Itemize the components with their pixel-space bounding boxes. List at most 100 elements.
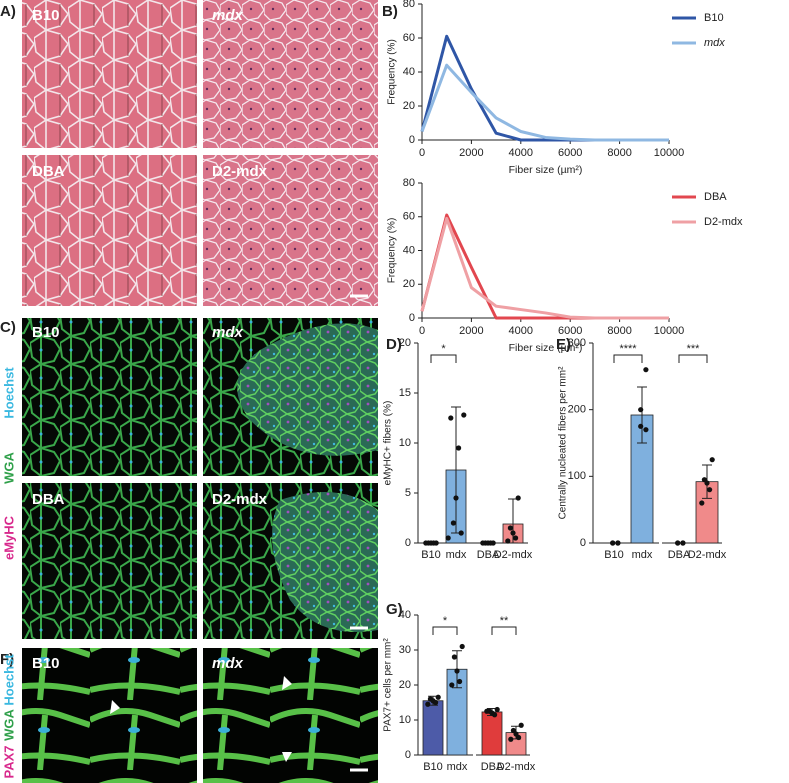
y-tick-label: 20 xyxy=(403,100,415,112)
x-tick-label: DBA xyxy=(668,549,691,561)
x-tick-label: 4000 xyxy=(509,325,533,337)
y-tick-label: 0 xyxy=(409,312,415,324)
x-tick-label: B10 xyxy=(604,549,624,561)
micrograph xyxy=(22,0,197,148)
data-point xyxy=(448,415,454,421)
x-axis-label: Fiber size (µm²) xyxy=(509,342,583,354)
data-point xyxy=(431,540,437,546)
line-series xyxy=(420,216,669,320)
y-tick-label: 20 xyxy=(403,278,415,290)
data-point xyxy=(435,694,441,700)
panel-label: F) xyxy=(0,651,14,668)
x-tick-label: B10 xyxy=(421,549,441,561)
data-point xyxy=(643,427,649,433)
data-point xyxy=(638,407,644,413)
y-tick-label: 0 xyxy=(405,537,411,549)
data-point xyxy=(515,495,521,501)
data-point xyxy=(450,520,456,526)
micrograph-label: B10 xyxy=(32,7,60,24)
x-tick-label: 6000 xyxy=(558,147,582,159)
data-point xyxy=(453,495,459,501)
micrograph-label: mdx xyxy=(212,655,244,672)
stain-label: eMyHC xyxy=(1,515,16,560)
data-point xyxy=(638,423,644,429)
stain-label: Hoechst xyxy=(1,367,16,419)
arrowhead xyxy=(282,752,292,762)
x-tick-label: 2000 xyxy=(459,325,483,337)
significance-label: *** xyxy=(687,343,701,355)
micrograph xyxy=(203,155,378,306)
data-point xyxy=(492,712,498,718)
data-point xyxy=(433,699,439,706)
micrograph-label: D2-mdx xyxy=(212,163,268,180)
data-point xyxy=(709,457,715,463)
data-point xyxy=(507,525,513,531)
y-tick-label: 200 xyxy=(568,404,586,416)
stain-label: WGA xyxy=(1,452,16,484)
micrograph-label: DBA xyxy=(32,491,65,508)
x-tick-label: mdx xyxy=(446,549,467,561)
significance-label: * xyxy=(441,343,446,355)
data-point xyxy=(699,500,705,506)
data-point xyxy=(456,445,462,451)
y-tick-label: 10 xyxy=(399,437,411,449)
panel-label: A) xyxy=(0,3,16,20)
data-point xyxy=(610,540,616,546)
data-point xyxy=(423,540,429,546)
x-tick-label: D2-mdx xyxy=(497,761,536,773)
y-tick-label: 40 xyxy=(403,66,415,78)
arrowhead xyxy=(110,700,120,714)
micrograph xyxy=(203,0,378,148)
panel-label: C) xyxy=(0,319,16,336)
micrograph xyxy=(22,318,197,476)
data-point xyxy=(680,540,686,546)
y-tick-label: 20 xyxy=(399,679,411,691)
line-series xyxy=(420,213,669,320)
panel-label: D) xyxy=(386,336,402,353)
line-series xyxy=(420,63,669,142)
y-tick-label: 0 xyxy=(580,537,586,549)
data-point xyxy=(451,654,457,660)
y-tick-label: 80 xyxy=(403,0,415,10)
y-tick-label: 0 xyxy=(405,749,411,761)
y-axis-label: PAX7+ cells per mm² xyxy=(383,638,394,732)
data-point xyxy=(425,701,431,707)
x-tick-label: D2-mdx xyxy=(494,549,533,561)
data-point xyxy=(459,643,465,650)
y-tick-label: 10 xyxy=(399,714,411,726)
data-point xyxy=(615,540,621,546)
data-point xyxy=(454,668,460,674)
arrowhead xyxy=(282,676,292,690)
micrograph-label: B10 xyxy=(32,324,60,341)
x-tick-label: DBA xyxy=(477,549,500,561)
error-bar xyxy=(637,386,647,444)
panel-label: G) xyxy=(386,601,403,618)
data-point xyxy=(704,480,710,486)
x-tick-label: mdx xyxy=(632,549,653,561)
micrograph xyxy=(22,483,197,639)
legend-label: B10 xyxy=(704,12,724,24)
bar xyxy=(422,700,444,756)
line-series xyxy=(420,34,669,142)
legend-label: DBA xyxy=(704,191,727,203)
significance-label: * xyxy=(443,615,448,627)
x-tick-label: 6000 xyxy=(558,325,582,337)
legend-label: D2-mdx xyxy=(704,216,743,228)
x-tick-label: 0 xyxy=(419,325,425,337)
x-tick-label: B10 xyxy=(423,761,443,773)
micrograph-label: mdx xyxy=(212,7,244,24)
significance-label: **** xyxy=(619,343,637,355)
data-point xyxy=(516,734,522,741)
data-point xyxy=(508,736,514,742)
data-point xyxy=(494,706,500,713)
micrograph-label: D2-mdx xyxy=(212,491,268,508)
x-tick-label: 10000 xyxy=(654,325,685,337)
micrograph-label: B10 xyxy=(32,655,60,672)
y-tick-label: 0 xyxy=(409,134,415,146)
x-tick-label: DBA xyxy=(481,761,504,773)
data-point xyxy=(488,540,494,546)
significance-bracket xyxy=(613,354,643,363)
data-point xyxy=(458,530,464,536)
micrograph xyxy=(22,155,197,306)
